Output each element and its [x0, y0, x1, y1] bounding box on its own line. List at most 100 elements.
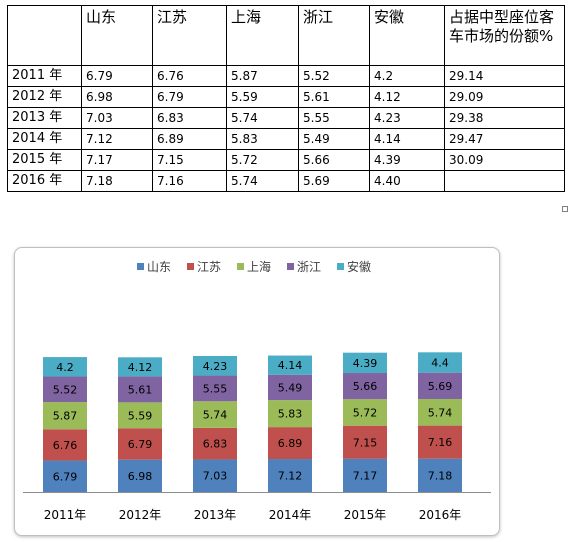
table-cell: 7.12 — [81, 128, 153, 150]
data-label-1-4: 7.15 — [353, 436, 378, 449]
bar-segment-4-3 — [268, 355, 312, 375]
bar-segment-3-4 — [343, 373, 387, 400]
bar-segment-4-1 — [118, 357, 162, 377]
table-cell: 29.47 — [444, 128, 565, 150]
data-label-1-1: 6.79 — [128, 438, 153, 451]
legend-label-2: 上海 — [247, 259, 271, 274]
data-table: 山东 江苏 上海 浙江 安徽 占据中型座位客车市场的份额% 2011 年 6.7… — [7, 5, 565, 192]
bar-segment-1-0 — [43, 429, 87, 461]
x-tick-label-4: 2015年 — [344, 508, 387, 522]
table-cell: 5.72 — [226, 149, 299, 171]
table-cell: 7.17 — [81, 149, 153, 171]
year-cell: 2013 年 — [7, 107, 82, 129]
table-cell: 5.55 — [298, 107, 370, 129]
header-jiangsu: 江苏 — [152, 5, 227, 66]
table-cell: 30.09 — [444, 149, 565, 171]
legend-label-3: 浙江 — [297, 260, 321, 274]
bar-segment-2-3 — [268, 400, 312, 428]
data-label-0-5: 7.18 — [428, 469, 453, 482]
table-cell: 5.69 — [298, 170, 370, 192]
table-row: 2015 年 7.17 7.15 5.72 5.66 4.39 30.09 — [7, 149, 565, 171]
table-cell: 4.39 — [369, 149, 445, 171]
table-cell — [444, 170, 565, 192]
x-tick-label-0: 2011年 — [44, 508, 87, 522]
data-label-4-1: 4.12 — [128, 361, 153, 374]
table-cell: 6.79 — [152, 86, 227, 108]
table-cell: 5.59 — [226, 86, 299, 108]
header-market-share: 占据中型座位客车市场的份额% — [444, 5, 565, 66]
data-label-3-1: 5.61 — [128, 383, 153, 396]
data-label-3-2: 5.55 — [203, 382, 228, 395]
data-label-2-3: 5.83 — [278, 408, 303, 421]
bar-segment-3-1 — [118, 376, 162, 403]
table-cell: 6.98 — [81, 86, 153, 108]
bar-segment-3-5 — [418, 372, 462, 400]
data-label-0-3: 7.12 — [278, 470, 303, 483]
table-cell: 29.14 — [444, 65, 565, 87]
table-cell: 4.14 — [369, 128, 445, 150]
table-cell: 5.74 — [226, 107, 299, 129]
table-cell: 7.18 — [81, 170, 153, 192]
table-row: 2013 年 7.03 6.83 5.74 5.55 4.23 29.38 — [7, 107, 565, 129]
table-cell: 4.12 — [369, 86, 445, 108]
bar-segment-1-2 — [193, 427, 237, 460]
table-cell: 5.52 — [298, 65, 370, 87]
legend-swatch-2 — [237, 263, 244, 270]
legend-swatch-0 — [137, 263, 144, 270]
data-label-3-4: 5.66 — [353, 380, 378, 393]
table-cell: 5.87 — [226, 65, 299, 87]
table-header-row: 山东 江苏 上海 浙江 安徽 占据中型座位客车市场的份额% — [7, 5, 565, 66]
table-cell: 4.2 — [369, 65, 445, 87]
bar-segment-3-2 — [193, 375, 237, 402]
table-row: 2014 年 7.12 6.89 5.83 5.49 4.14 29.47 — [7, 128, 565, 150]
legend-swatch-1 — [187, 263, 194, 270]
data-label-2-4: 5.72 — [353, 406, 378, 419]
bar-segment-1-4 — [343, 425, 387, 459]
data-label-4-5: 4.4 — [431, 356, 449, 369]
data-label-1-2: 6.83 — [203, 438, 228, 451]
table-cell: 6.76 — [152, 65, 227, 87]
bar-segment-0-1 — [118, 459, 162, 492]
data-label-0-2: 7.03 — [203, 470, 228, 483]
table-cell: 5.74 — [226, 170, 299, 192]
data-label-1-0: 6.76 — [53, 439, 78, 452]
x-tick-label-5: 2016年 — [419, 508, 462, 522]
year-cell: 2016 年 — [7, 170, 82, 192]
data-label-4-2: 4.23 — [203, 360, 228, 373]
bar-segment-2-2 — [193, 401, 237, 428]
table-row: 2011 年 6.79 6.76 5.87 5.52 4.2 29.14 — [7, 65, 565, 87]
data-label-1-3: 6.89 — [278, 437, 303, 450]
table-cell: 4.40 — [369, 170, 445, 192]
bar-segment-0-2 — [193, 459, 237, 492]
chart-frame[interactable]: 山东 江苏 上海 浙江 安徽 6.79 6.76 5.87 5.52 4.2 6.98 6.79 5.… — [14, 247, 500, 536]
bar-segment-1-1 — [118, 428, 162, 460]
data-label-0-4: 7.17 — [353, 469, 378, 482]
table-row: 2016 年 7.18 7.16 5.74 5.69 4.40 — [7, 170, 565, 192]
table-resize-handle[interactable] — [562, 206, 568, 212]
header-anhui: 安徽 — [369, 5, 445, 66]
table-cell: 7.16 — [152, 170, 227, 192]
bar-segment-2-0 — [43, 402, 87, 430]
data-label-4-3: 4.14 — [278, 359, 303, 372]
table-cell: 6.79 — [81, 65, 153, 87]
year-cell: 2012 年 — [7, 86, 82, 108]
chart-legend: 山东 江苏 上海 浙江 安徽 — [137, 259, 371, 274]
year-cell: 2015 年 — [7, 149, 82, 171]
bar-segment-1-5 — [418, 425, 462, 459]
year-cell: 2011 年 — [7, 65, 82, 87]
header-corner-cell — [7, 5, 82, 66]
data-label-2-5: 5.74 — [428, 406, 453, 419]
table-cell: 5.49 — [298, 128, 370, 150]
data-label-3-5: 5.69 — [428, 380, 453, 393]
bar-segment-3-3 — [268, 374, 312, 401]
table-cell: 5.61 — [298, 86, 370, 108]
data-label-0-1: 6.98 — [128, 470, 153, 483]
bar-segment-4-5 — [418, 352, 462, 373]
bar-segment-0-5 — [418, 458, 462, 492]
data-label-4-0: 4.2 — [56, 361, 74, 374]
data-label-1-5: 7.16 — [428, 436, 453, 449]
legend-label-0: 山东 — [147, 260, 171, 274]
table-cell: 5.66 — [298, 149, 370, 171]
chart-x-axis: 2011年 2012年 2013年 2014年 2015年 2016年 — [23, 492, 491, 522]
header-shanghai: 上海 — [226, 5, 299, 66]
